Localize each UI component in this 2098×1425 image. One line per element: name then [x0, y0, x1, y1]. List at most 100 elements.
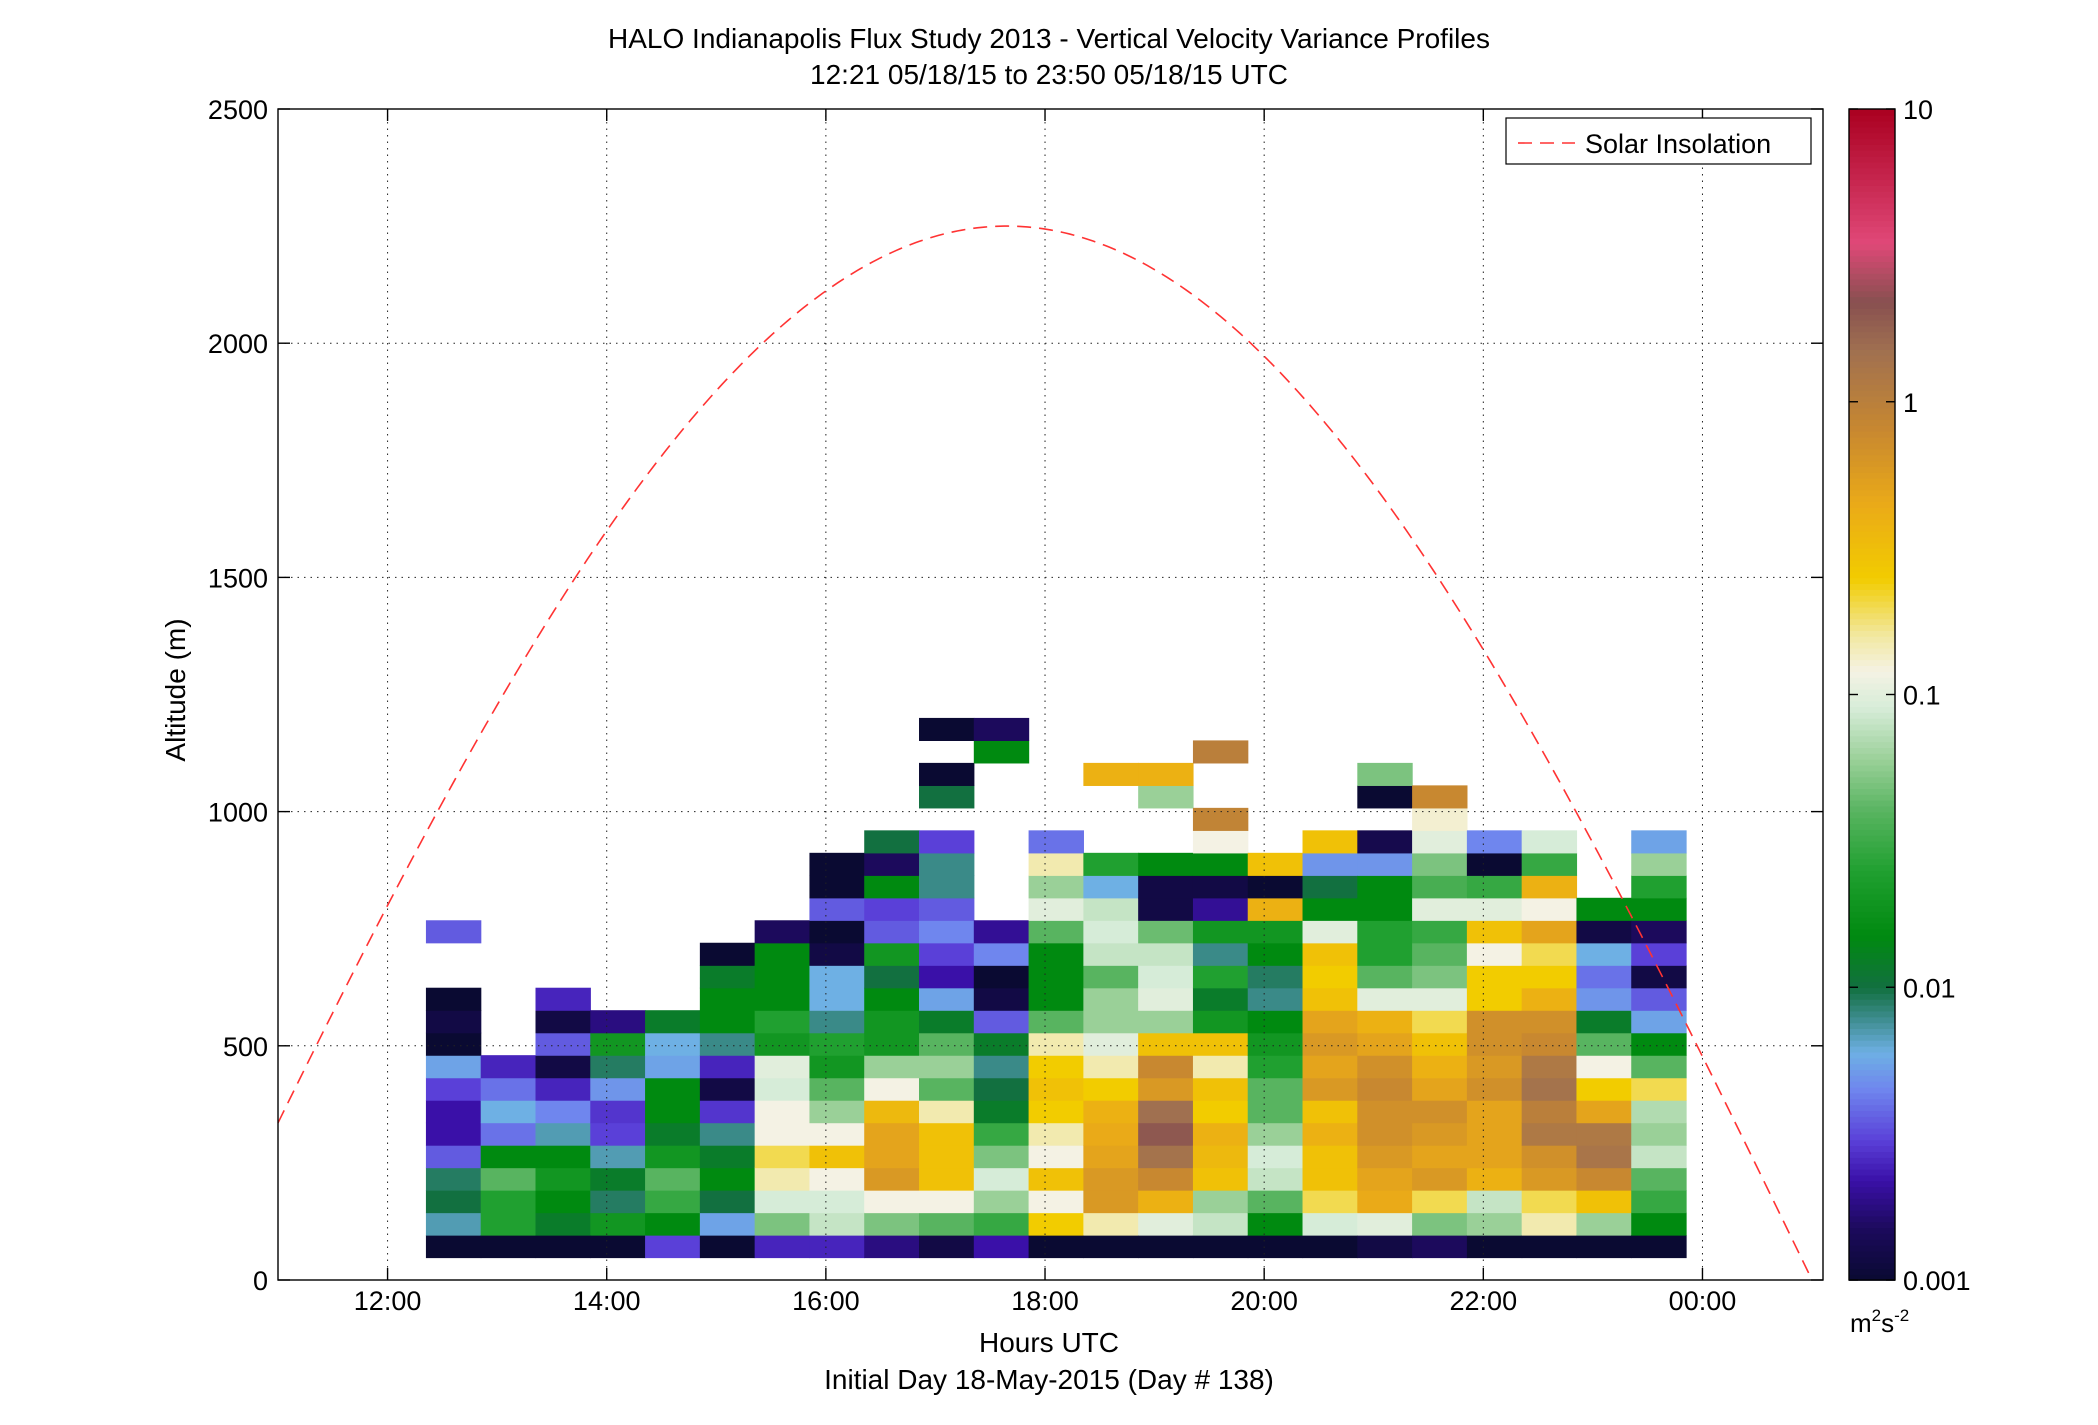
colorbar-segment: [1849, 1215, 1895, 1223]
y-axis-ticks: 0 500 1000 1500 2000 2500: [208, 95, 1823, 1296]
colorbar-segment: [1849, 1239, 1895, 1246]
colorbar-segment: [1849, 431, 1895, 438]
colorbar-segment: [1849, 149, 1895, 157]
heatmap-cell: [1466, 1235, 1523, 1259]
colorbar-segment: [1849, 477, 1895, 485]
heatmap-cell: [1631, 897, 1687, 921]
colorbar-segment: [1849, 384, 1895, 391]
colorbar-tick-label: 1: [1903, 388, 1918, 418]
heatmap-cell: [590, 1077, 646, 1101]
colorbar-segment: [1849, 138, 1895, 145]
heatmap-cell: [1302, 1122, 1358, 1146]
colorbar-segment: [1849, 788, 1895, 795]
heatmap-cell: [425, 1190, 482, 1214]
heatmap-cell: [1138, 965, 1194, 989]
heatmap-cell: [973, 1212, 1030, 1236]
heatmap-cell: [699, 965, 756, 989]
colorbar-segment: [1849, 846, 1895, 854]
heatmap-cell: [1521, 1145, 1578, 1169]
heatmap-cell: [1631, 830, 1687, 854]
colorbar-segment: [1849, 302, 1895, 309]
heatmap-cell: [590, 1055, 646, 1079]
heatmap-cell: [809, 1032, 865, 1056]
heatmap-cell: [1028, 1100, 1084, 1124]
heatmap-cell: [425, 1055, 482, 1079]
heatmap-cell: [1247, 852, 1304, 876]
colorbar-segment: [1849, 109, 1895, 116]
colorbar-segment: [1849, 272, 1895, 280]
heatmap-cell: [1521, 1235, 1578, 1259]
heatmap-cell: [1521, 1077, 1578, 1101]
colorbar-segment: [1849, 946, 1895, 953]
heatmap-cell: [1192, 740, 1249, 764]
colorbar-segment: [1849, 805, 1895, 813]
colorbar-segment: [1849, 542, 1895, 549]
colorbar-segment: [1849, 308, 1895, 315]
colorbar-segment: [1849, 1145, 1895, 1152]
colorbar-segment: [1849, 911, 1895, 918]
heatmap-cell: [699, 1100, 756, 1124]
heatmap-cell: [1631, 987, 1687, 1011]
colorbar-segment: [1849, 823, 1895, 830]
colorbar-segment: [1849, 144, 1895, 151]
heatmap-cell: [864, 852, 920, 876]
colorbar-segment: [1849, 1116, 1895, 1123]
heatmap-cell: [973, 1190, 1030, 1214]
colorbar-segment: [1849, 723, 1895, 731]
colorbar-segment: [1849, 442, 1895, 450]
heatmap-cell: [864, 830, 920, 854]
heatmap-cell: [1631, 852, 1687, 876]
colorbar-segment: [1849, 214, 1895, 222]
colorbar-segment: [1849, 483, 1895, 491]
colorbar-segment: [1849, 1221, 1895, 1229]
heatmap-cell: [535, 1167, 591, 1191]
colorbar-segment: [1849, 1174, 1895, 1182]
colorbar-segment: [1849, 372, 1895, 380]
colorbar-segment: [1849, 290, 1895, 298]
heatmap-cell: [754, 1077, 811, 1101]
heatmap-cell: [1466, 897, 1523, 921]
heatmap-cell: [1247, 1167, 1304, 1191]
heatmap-cell: [809, 1077, 865, 1101]
heatmap-cell: [535, 987, 591, 1011]
colorbar-segment: [1849, 817, 1895, 825]
x-axis-label: Hours UTC: [979, 1327, 1119, 1358]
heatmap-cell: [1576, 965, 1632, 989]
heatmap-cell: [973, 1077, 1030, 1101]
colorbar-segment: [1849, 799, 1895, 807]
colorbar-segment: [1849, 776, 1895, 784]
colorbar-segment: [1849, 753, 1895, 760]
x-tick-label: 14:00: [573, 1286, 641, 1316]
colorbar-segment: [1849, 284, 1895, 292]
heatmap-cell: [1357, 785, 1413, 809]
heatmap-cell: [425, 1077, 482, 1101]
heatmap-cell: [1302, 897, 1358, 921]
colorbar-segment: [1849, 993, 1895, 1000]
heatmap-cell: [1083, 965, 1139, 989]
legend-box: [1505, 117, 1812, 165]
heatmap-cell: [1083, 1212, 1139, 1236]
colorbar-segment: [1849, 952, 1895, 959]
heatmap-cell: [973, 920, 1030, 944]
colorbar-segment: [1849, 957, 1895, 965]
heatmap-cell: [1192, 1122, 1249, 1146]
heatmap-cell: [1466, 987, 1523, 1011]
heatmap-cell: [1083, 1145, 1139, 1169]
heatmap-cell: [1302, 920, 1358, 944]
heatmap-cell: [590, 1145, 646, 1169]
heatmap-cell: [919, 762, 975, 786]
colorbar-segment: [1849, 1133, 1895, 1141]
heatmap-cell: [1631, 1100, 1687, 1124]
heatmap-cell: [1192, 1235, 1249, 1259]
colorbar-segment: [1849, 606, 1895, 614]
colorbar-segment: [1849, 706, 1895, 713]
heatmap-cell: [1576, 1055, 1632, 1079]
heatmap-cell: [973, 1167, 1030, 1191]
heatmap-cell: [1357, 1167, 1413, 1191]
x-tick-label: 18:00: [1011, 1286, 1079, 1316]
heatmap-cell: [1138, 942, 1194, 966]
heatmap-cell: [809, 1122, 865, 1146]
colorbar-segment: [1849, 893, 1895, 901]
heatmap-cell: [1576, 942, 1632, 966]
heatmap-cell: [1138, 897, 1194, 921]
